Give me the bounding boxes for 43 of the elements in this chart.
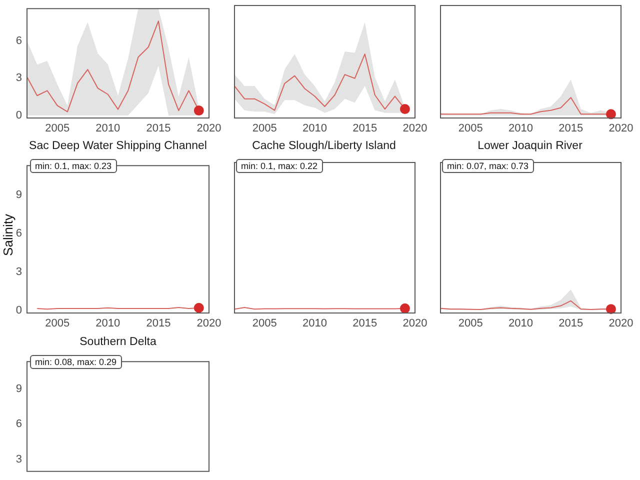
x-tick-label: 2005 [45,318,70,330]
y-tick-label: 3 [16,266,22,278]
x-tick-label: 2005 [45,122,70,135]
chart-title: Southern Delta [78,336,158,348]
annotation: min: 0.07, max: 0.73 [442,159,534,173]
x-tick-label: 2010 [302,122,327,135]
x-tick-label: 2005 [458,318,483,330]
annotation: min: 0.1, max: 0.23 [30,159,117,173]
chart-title: Cache Slough/Liberty Island [251,140,397,152]
y-tick-label: 6 [16,34,22,47]
x-tick-label: 2020 [402,122,428,135]
y-tick-label: 9 [16,382,22,395]
x-tick-label: 2020 [196,318,222,330]
y-tick-label: 3 [16,72,22,84]
x-tick-label: 2005 [458,122,483,135]
annotation: min: 0.1, max: 0.22 [236,159,323,173]
x-tick-label: 2020 [608,318,634,330]
x-tick-label: 2015 [558,318,584,330]
y-tick-label: 9 [16,189,22,202]
x-tick-label: 2010 [508,122,533,135]
y-axis-title: Salinity [0,214,16,256]
chart-title: Sac Deep Water Shipping Channel [28,140,208,152]
y-tick-label: 3 [16,454,22,466]
x-tick-label: 2010 [508,318,533,330]
x-tick-label: 2020 [402,318,428,330]
x-tick-label: 2020 [608,122,634,135]
x-tick-label: 2020 [196,122,222,135]
y-tick-label: 6 [16,418,22,430]
x-tick-label: 2015 [352,122,378,135]
x-tick-label: 2015 [146,122,171,135]
y-tick-label: 0 [16,304,22,316]
x-tick-label: 2005 [252,318,277,330]
chart-title: Lower Joaquin River [476,140,584,152]
annotation: min: 0.08, max: 0.29 [30,355,122,369]
x-tick-label: 2010 [96,318,120,330]
x-tick-label: 2015 [558,122,584,135]
x-tick-label: 2005 [252,122,277,135]
x-tick-label: 2010 [96,122,120,135]
x-tick-label: 2010 [302,318,327,330]
y-tick-label: 6 [16,228,22,240]
y-tick-label: 0 [16,110,22,122]
x-tick-label: 2015 [352,318,378,330]
x-tick-label: 2015 [146,318,171,330]
